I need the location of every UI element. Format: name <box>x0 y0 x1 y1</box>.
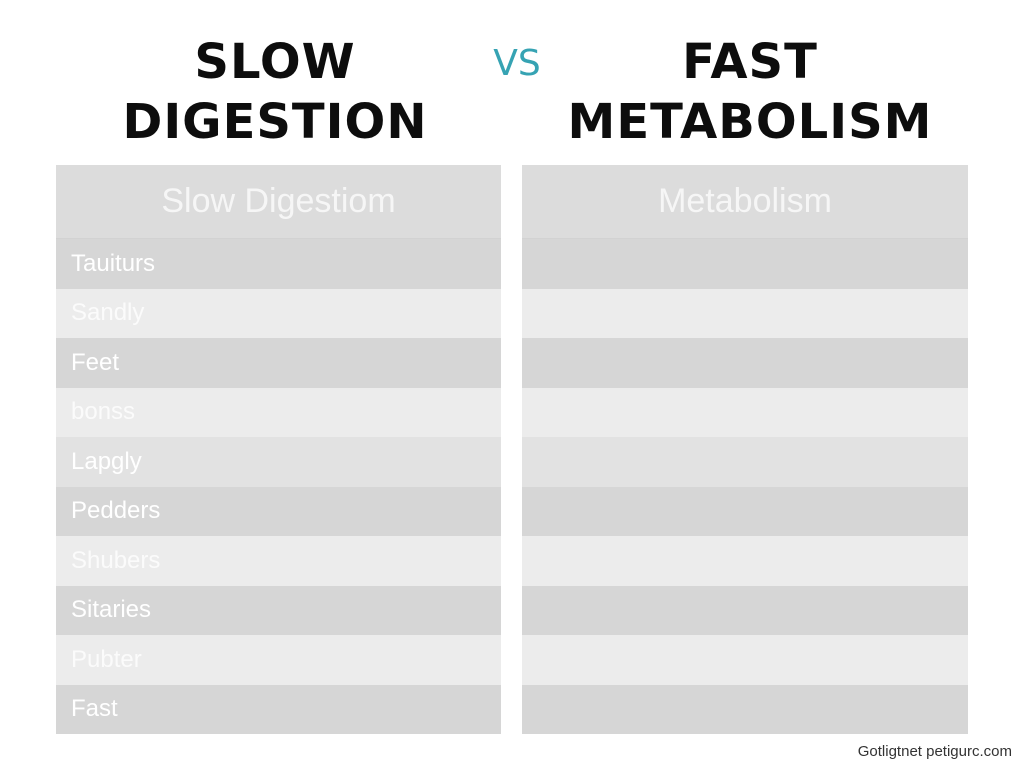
right-title-line-1: FAST <box>682 34 818 90</box>
table-row: Pubter <box>56 635 501 685</box>
table-row: Shubers <box>56 536 501 586</box>
right-title-line-2: METABOLISM <box>567 94 933 150</box>
table-row <box>522 585 968 635</box>
table-row <box>522 239 968 289</box>
table-row <box>522 536 968 586</box>
slow-digestion-table-header: Slow Digestiom <box>56 165 501 239</box>
table-row: Sandly <box>56 288 501 338</box>
vs-label: VS <box>493 43 541 84</box>
table-row <box>522 338 968 388</box>
table-row <box>522 387 968 437</box>
table-row <box>522 437 968 487</box>
table-row <box>522 486 968 536</box>
left-title-line-1: SLOW <box>194 34 356 90</box>
table-row: Fast <box>56 684 501 734</box>
table-row: Lapgly <box>56 437 501 487</box>
metabolism-table: Metabolism <box>522 165 968 734</box>
left-title-line-2: DIGESTION <box>122 94 428 150</box>
watermark: Gotligtnet petigurc.com <box>857 743 1012 760</box>
table-row: Feet <box>56 338 501 388</box>
table-row <box>522 288 968 338</box>
table-row: bonss <box>56 387 501 437</box>
left-title: SLOW DIGESTION <box>60 32 490 152</box>
table-row <box>522 635 968 685</box>
table-row: Pedders <box>56 486 501 536</box>
metabolism-table-header: Metabolism <box>522 165 968 239</box>
table-row <box>522 684 968 734</box>
right-title: FAST METABOLISM <box>520 32 980 152</box>
table-row: Sitaries <box>56 585 501 635</box>
slow-digestion-table: Slow Digestiom Tauiturs Sandly Feet bons… <box>56 165 501 734</box>
table-row: Tauiturs <box>56 239 501 289</box>
